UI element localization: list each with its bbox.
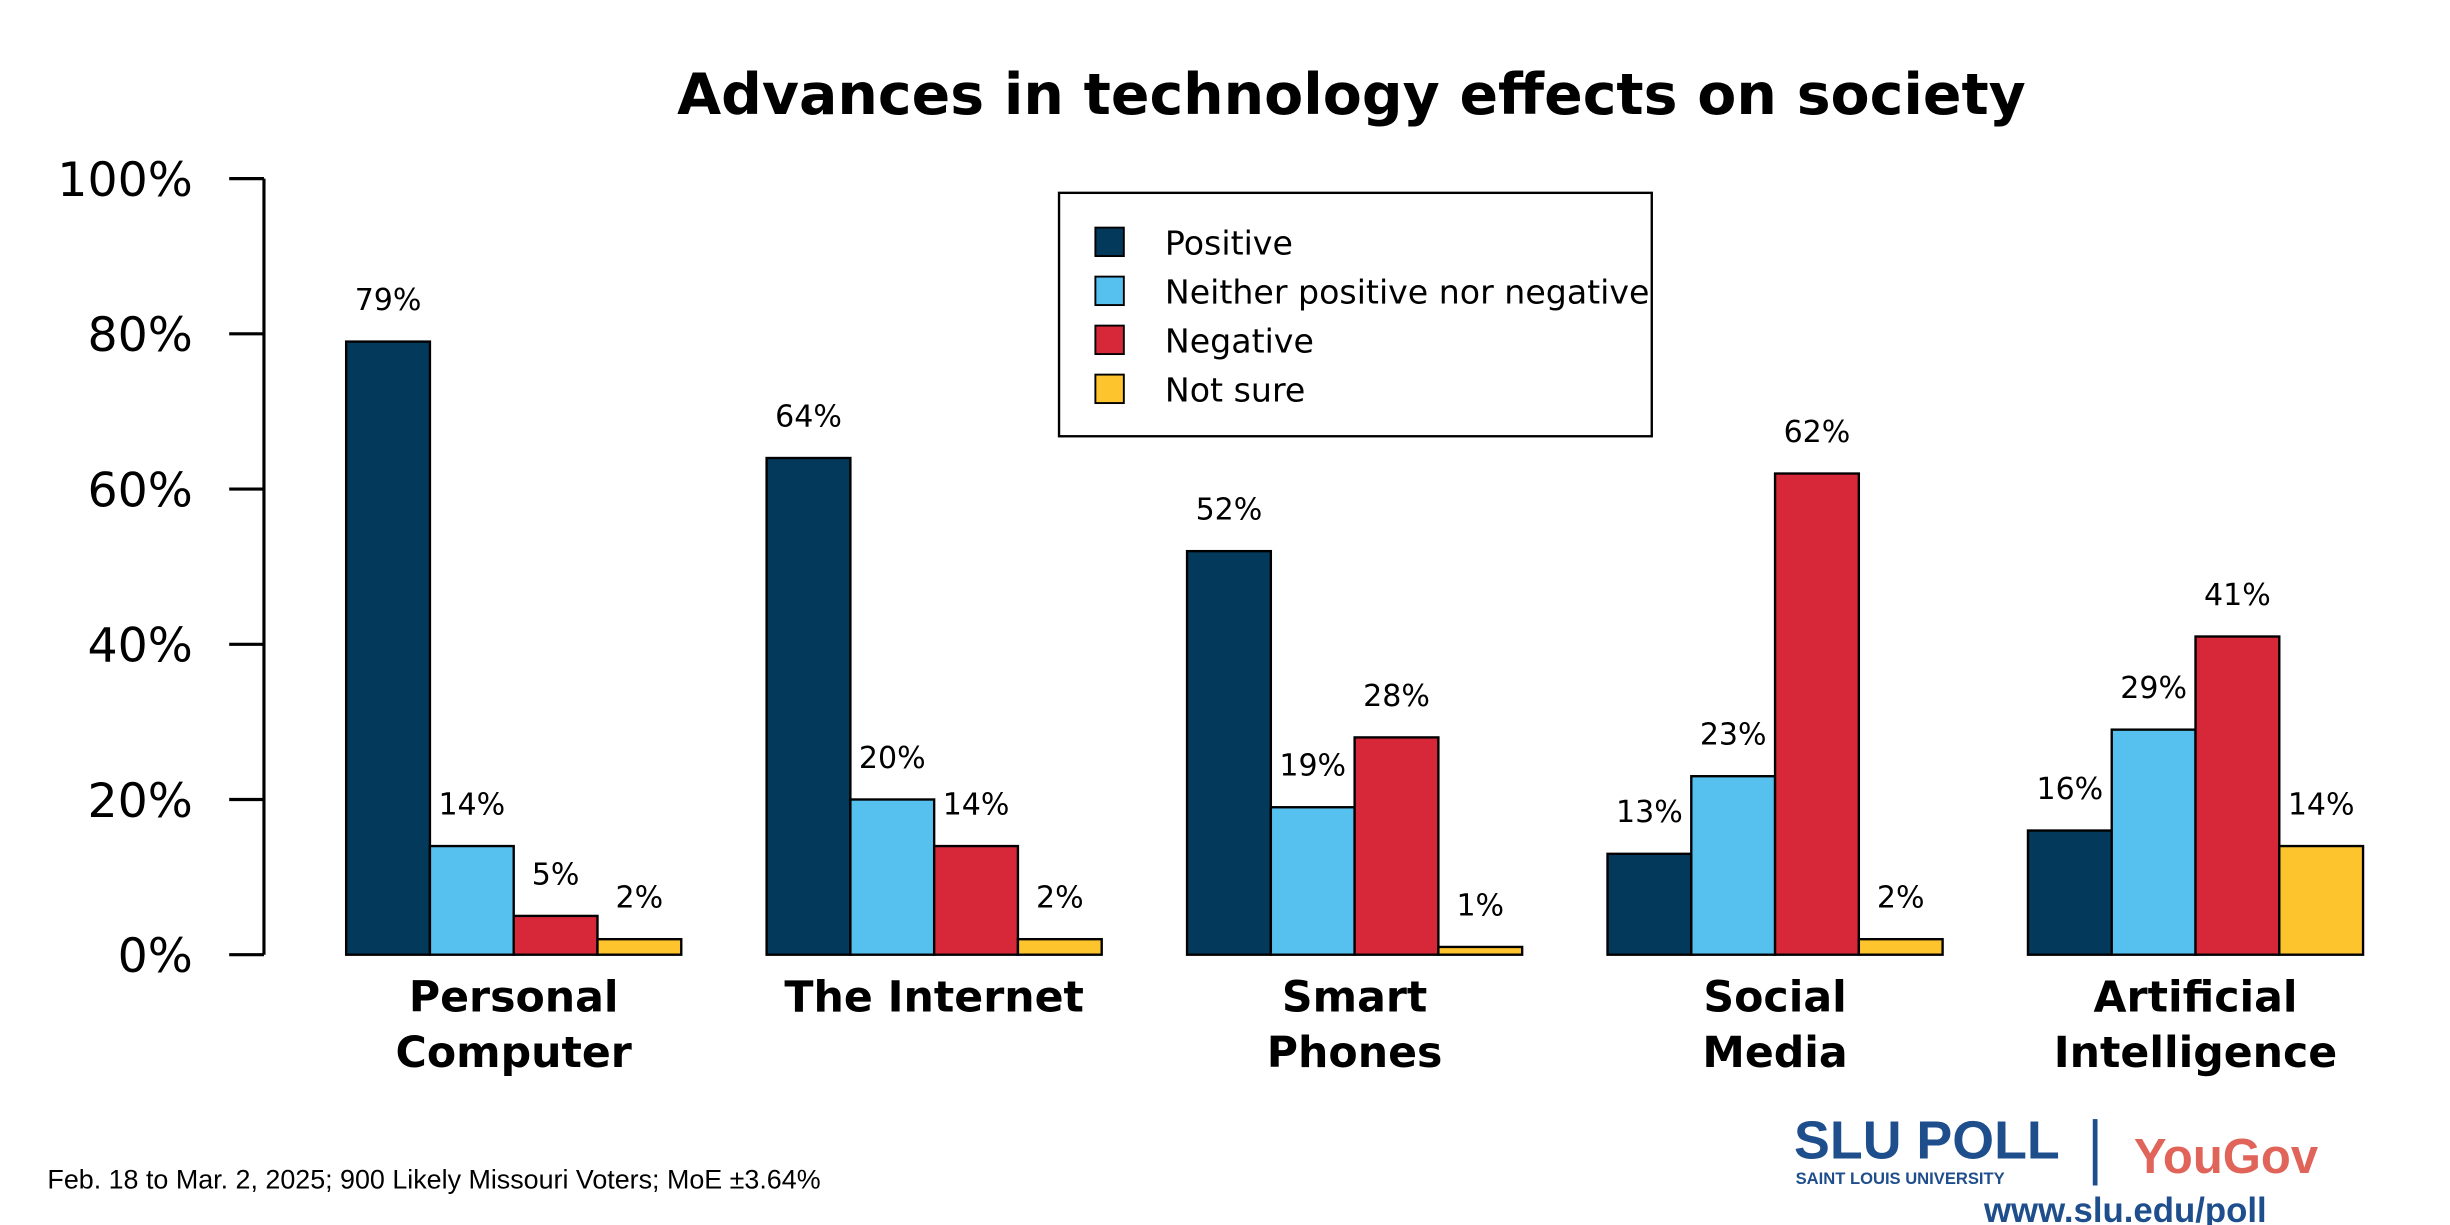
legend-swatch: [1094, 373, 1125, 405]
legend-label: Neither positive nor negative: [1165, 272, 1650, 311]
x-category-label: Social: [1703, 973, 1846, 1023]
poll-url: www.slu.edu/poll: [1983, 1192, 2267, 1225]
x-category-label: Phones: [1267, 1028, 1443, 1078]
data-label: 14%: [943, 787, 1010, 822]
data-label: 16%: [2036, 772, 2103, 807]
data-label: 2%: [1877, 881, 1925, 916]
bar: [2278, 844, 2365, 956]
y-tick-label: 0%: [118, 929, 193, 984]
footer-note: Feb. 18 to Mar. 2, 2025; 900 Likely Miss…: [47, 1165, 820, 1195]
x-category-label: Personal: [409, 973, 619, 1023]
bar: [932, 844, 1020, 956]
data-label: 2%: [1036, 881, 1084, 916]
data-label: 62%: [1784, 415, 1851, 450]
data-label: 20%: [859, 741, 926, 776]
y-tick-label: 100%: [57, 153, 193, 208]
slu-logo-text: SLU POLL: [1794, 1111, 2060, 1171]
bar: [344, 340, 432, 956]
y-tick-label: 80%: [87, 308, 192, 363]
bars: 79% 14% 5% 2% 64% 20% 14% 2% 52% 19% 28% 1% 13% 23% 62…: [344, 283, 2365, 956]
bar: [1185, 549, 1273, 956]
data-label: 14%: [2288, 787, 2355, 822]
data-label: 13%: [1616, 795, 1683, 830]
data-label: 52%: [1196, 493, 1263, 528]
x-category-label: Artificial: [2094, 973, 2298, 1023]
legend: Positive Neither positive nor negative Neg…: [1057, 191, 1653, 438]
legend-label: Negative: [1165, 321, 1314, 360]
x-category-label: The Internet: [784, 973, 1084, 1023]
bar: [2026, 829, 2113, 956]
y-axis: 0% 20% 40% 60% 80% 100%: [57, 153, 266, 984]
x-category-label: Intelligence: [2054, 1028, 2337, 1078]
bar: [849, 798, 936, 956]
bar: [1773, 472, 1861, 956]
x-category-label: Smart: [1282, 973, 1427, 1023]
data-label: 29%: [2120, 671, 2187, 706]
bar: [1690, 775, 1777, 956]
legend-label: Positive: [1165, 223, 1293, 262]
data-label: 41%: [2204, 578, 2271, 613]
data-label: 23%: [1700, 718, 1767, 753]
chart-title: Advances in technology effects on societ…: [677, 62, 2026, 128]
legend-swatch: [1094, 324, 1125, 356]
x-category-label: Computer: [396, 1028, 632, 1078]
bar: [1437, 945, 1524, 956]
bar: [428, 844, 515, 956]
bar: [1269, 806, 1356, 956]
yougov-logo-text: YouGov: [2134, 1130, 2319, 1184]
data-label: 5%: [532, 857, 580, 892]
data-label: 14%: [438, 787, 505, 822]
data-label: 64%: [775, 399, 842, 434]
y-tick-label: 40%: [87, 619, 192, 674]
data-label: 2%: [616, 881, 664, 916]
data-label: 28%: [1363, 679, 1430, 714]
logo-divider: [2092, 1119, 2098, 1186]
bar: [596, 938, 683, 956]
legend-box: [1057, 191, 1653, 438]
bar: [2194, 635, 2281, 956]
bar: [512, 914, 599, 956]
data-label: 19%: [1279, 749, 1346, 784]
bar: [1606, 852, 1693, 956]
bar: [1353, 736, 1440, 956]
legend-swatch: [1094, 275, 1125, 307]
y-tick-label: 20%: [87, 774, 192, 829]
data-label: 1%: [1456, 888, 1504, 923]
bar: [1016, 938, 1103, 956]
x-category-label: Media: [1702, 1028, 1847, 1078]
y-tick-label: 60%: [87, 463, 192, 518]
slu-logo-subtext: SAINT LOUIS UNIVERSITY: [1796, 1169, 2005, 1188]
legend-label: Not sure: [1165, 370, 1305, 409]
slu-poll-logo: SLU POLL SAINT LOUIS UNIVERSITY YouGov w…: [1794, 1111, 2319, 1225]
bar: [2110, 728, 2197, 956]
legend-swatch: [1094, 226, 1125, 258]
bar: [1857, 938, 1944, 956]
bar: [765, 456, 852, 956]
data-label: 79%: [355, 283, 422, 318]
